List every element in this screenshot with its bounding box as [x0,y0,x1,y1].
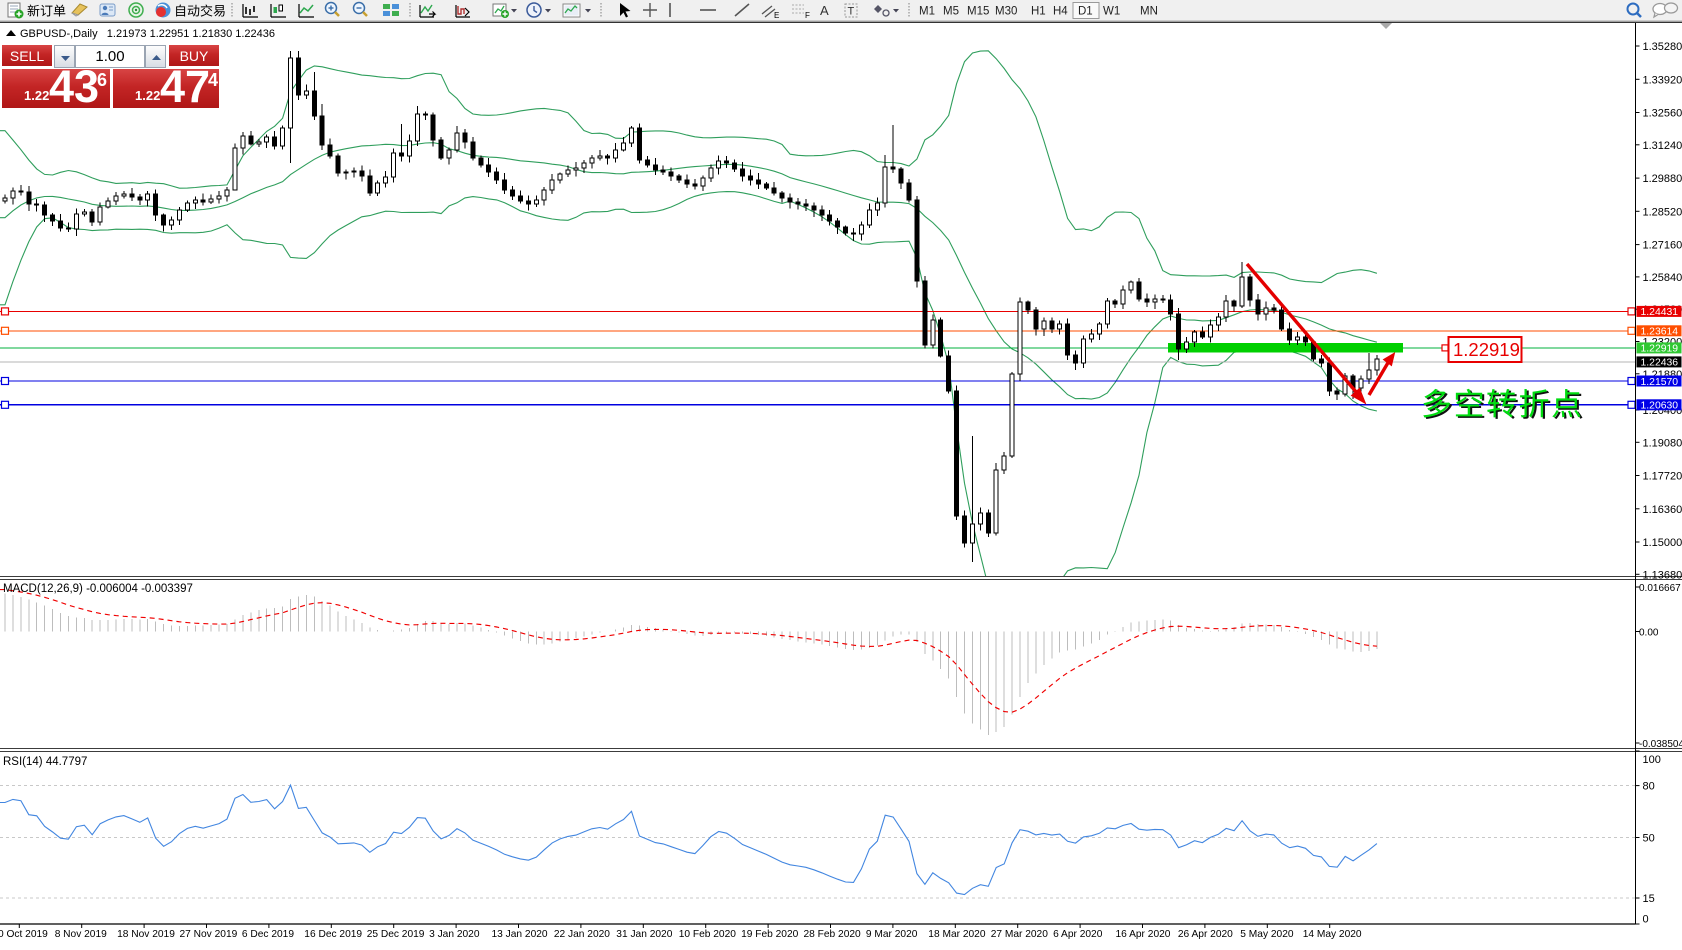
svg-text:26 Apr 2020: 26 Apr 2020 [1178,929,1233,940]
svg-text:M5: M5 [943,6,959,18]
svg-text:1.17720: 1.17720 [1643,471,1682,483]
svg-text:18 Nov 2019: 18 Nov 2019 [117,929,175,940]
svg-text:1.19080: 1.19080 [1643,437,1682,449]
svg-text:1.25840: 1.25840 [1643,272,1682,284]
svg-text:-0.038504: -0.038504 [1639,739,1682,750]
svg-text:1.29880: 1.29880 [1643,173,1682,185]
svg-text:3 Jan 2020: 3 Jan 2020 [429,929,480,940]
svg-text:10 Feb 2020: 10 Feb 2020 [679,929,737,940]
svg-text:MACD(12,26,9) -0.006004 -0.003: MACD(12,26,9) -0.006004 -0.003397 [3,583,193,595]
svg-text:5 May 2020: 5 May 2020 [1240,929,1294,940]
svg-text:0: 0 [1643,914,1649,926]
svg-text:W1: W1 [1103,6,1120,18]
svg-text:80: 80 [1643,781,1655,793]
svg-text:M30: M30 [995,6,1017,18]
svg-text:GBPUSD-,Daily 1.21973 1.2295: GBPUSD-,Daily 1.21973 1.22951 1.21830 1.… [20,28,275,40]
svg-text:13 Jan 2020: 13 Jan 2020 [492,929,548,940]
svg-text:E: E [774,11,779,20]
svg-text:27 Mar 2020: 27 Mar 2020 [991,929,1049,940]
svg-text:6 Apr 2020: 6 Apr 2020 [1053,929,1103,940]
svg-text:9 Mar 2020: 9 Mar 2020 [866,929,918,940]
svg-text:16 Apr 2020: 16 Apr 2020 [1116,929,1171,940]
svg-text:16 Dec 2019: 16 Dec 2019 [304,929,362,940]
svg-text:27 Nov 2019: 27 Nov 2019 [180,929,238,940]
svg-text:1.22919: 1.22919 [1453,339,1520,360]
svg-text:A: A [820,3,829,18]
svg-text:1.22919: 1.22919 [1641,344,1679,355]
svg-text:D1: D1 [1078,6,1093,18]
svg-text:1.16360: 1.16360 [1643,504,1682,516]
svg-text:6 Dec 2019: 6 Dec 2019 [242,929,294,940]
svg-text:H4: H4 [1053,6,1068,18]
svg-text:1.21570: 1.21570 [1641,377,1679,388]
svg-text:1.33920: 1.33920 [1643,74,1682,86]
svg-text:0.00: 0.00 [1639,628,1659,639]
svg-text:50: 50 [1643,833,1655,845]
svg-text:1.22436: 1.22436 [1641,358,1679,369]
svg-text:1.24431: 1.24431 [1641,307,1679,318]
svg-text:18 Mar 2020: 18 Mar 2020 [928,929,986,940]
svg-text:25 Dec 2019: 25 Dec 2019 [367,929,425,940]
svg-text:100: 100 [1643,754,1661,766]
svg-text:31 Jan 2020: 31 Jan 2020 [616,929,672,940]
svg-text:H1: H1 [1031,6,1046,18]
svg-text:30 Oct 2019: 30 Oct 2019 [0,929,48,940]
svg-text:M1: M1 [919,6,935,18]
svg-text:8 Nov 2019: 8 Nov 2019 [55,929,107,940]
svg-text:22 Jan 2020: 22 Jan 2020 [554,929,610,940]
svg-text:15: 15 [1643,893,1655,905]
svg-text:1.31240: 1.31240 [1643,140,1682,152]
svg-text:1.13680: 1.13680 [1643,569,1682,581]
svg-text:M15: M15 [967,6,989,18]
svg-text:F: F [805,11,810,20]
svg-text:T: T [848,6,855,18]
svg-text:14 May 2020: 14 May 2020 [1303,929,1362,940]
svg-text:1.23614: 1.23614 [1641,327,1679,338]
svg-text:1.28520: 1.28520 [1643,206,1682,218]
svg-text:1.15000: 1.15000 [1643,537,1682,549]
svg-text:MN: MN [1140,6,1158,18]
svg-text:19 Feb 2020: 19 Feb 2020 [741,929,799,940]
svg-text:0.016667: 0.016667 [1639,583,1681,594]
svg-text:1.20630: 1.20630 [1641,401,1679,412]
svg-text:RSI(14) 44.7797: RSI(14) 44.7797 [3,756,87,768]
svg-text:28 Feb 2020: 28 Feb 2020 [804,929,862,940]
svg-text:1.32560: 1.32560 [1643,108,1682,120]
svg-text:1.35280: 1.35280 [1643,41,1682,53]
svg-text:1.27160: 1.27160 [1643,240,1682,252]
